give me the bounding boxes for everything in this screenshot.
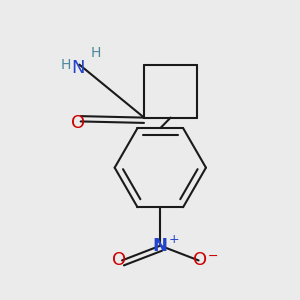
Text: O: O: [71, 115, 85, 133]
Text: H: H: [90, 46, 101, 60]
Text: O: O: [112, 251, 126, 269]
Text: N: N: [72, 58, 85, 76]
Text: H: H: [61, 58, 71, 72]
Text: −: −: [208, 250, 219, 262]
Text: N: N: [153, 237, 168, 255]
Text: O: O: [193, 251, 207, 269]
Text: +: +: [168, 233, 179, 246]
